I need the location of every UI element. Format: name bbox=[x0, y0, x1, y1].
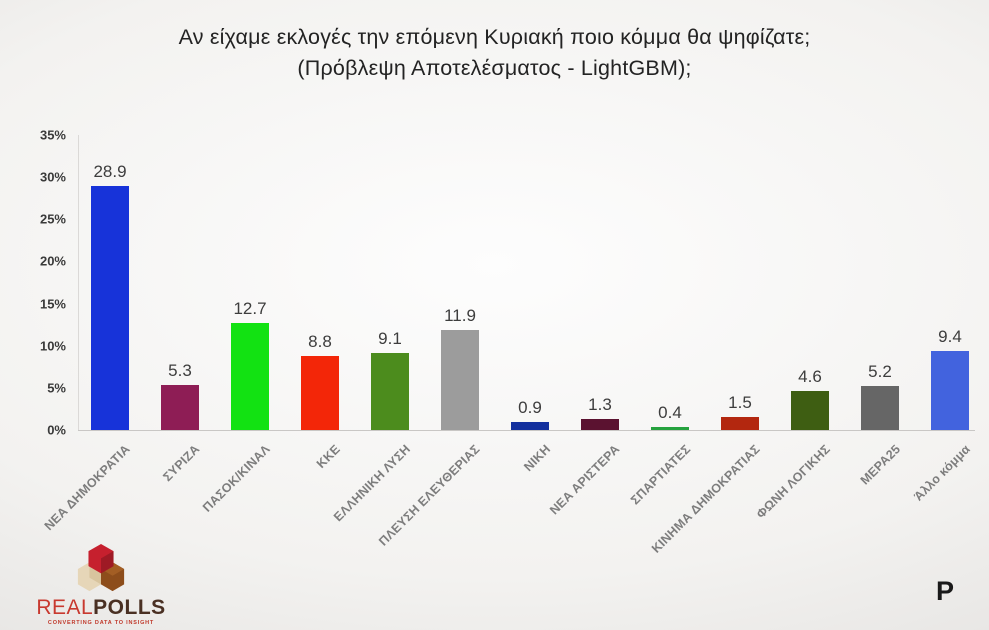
bar-value-label: 9.4 bbox=[938, 326, 962, 346]
bar bbox=[931, 350, 969, 430]
realpolls-wordmark: REALPOLLS bbox=[36, 597, 166, 618]
x-axis-category-label: ΠΑΣΟΚ/ΚΙΝΑΛ bbox=[200, 442, 273, 515]
bar bbox=[721, 417, 759, 430]
y-axis-tick-label: 15% bbox=[39, 296, 66, 312]
bar bbox=[231, 322, 269, 430]
x-axis-category-label: ΝΕΑ ΑΡΙΣΤΕΡΑ bbox=[547, 442, 623, 518]
bar bbox=[371, 353, 409, 430]
realpolls-word-polls: POLLS bbox=[93, 596, 166, 619]
x-axis-category-label: ΕΛΛΗΝΙΚΗ ΛΥΣΗ bbox=[330, 442, 413, 525]
chart-title: Αν είχαμε εκλογές την επόμενη Κυριακή πο… bbox=[0, 22, 989, 83]
bar-value-label: 0.9 bbox=[518, 398, 542, 418]
bar bbox=[91, 186, 129, 430]
realpolls-cubes-icon bbox=[77, 543, 125, 592]
y-axis-tick-label: 10% bbox=[39, 338, 66, 354]
bar-value-label: 5.2 bbox=[868, 362, 892, 382]
bar-value-label: 28.9 bbox=[93, 162, 127, 182]
bar bbox=[301, 355, 339, 430]
chart-title-line1: Αν είχαμε εκλογές την επόμενη Κυριακή πο… bbox=[178, 25, 811, 49]
x-axis-baseline bbox=[78, 430, 975, 431]
bar bbox=[161, 385, 199, 430]
bar bbox=[441, 329, 479, 430]
x-axis-category-label: Άλλο κόμμα bbox=[911, 442, 973, 504]
bar-value-label: 12.7 bbox=[233, 298, 267, 318]
x-axis-category-label: ΜΕΡΑ25 bbox=[857, 442, 903, 488]
protagon-letter: P bbox=[935, 576, 954, 606]
x-axis-category-label: ΣΠΑΡΤΙΑΤΕΣ bbox=[627, 442, 693, 508]
bar bbox=[791, 391, 829, 430]
bar-value-label: 8.8 bbox=[308, 331, 332, 351]
x-axis-category-label: ΝΕΑ ΔΗΜΟΚΡΑΤΙΑ bbox=[41, 442, 133, 534]
realpolls-word-real: REAL bbox=[36, 596, 94, 619]
y-axis-tick-label: 30% bbox=[39, 169, 66, 185]
y-axis-tick-label: 25% bbox=[39, 211, 66, 227]
realpolls-tagline: CONVERTING DATA TO INSIGHT bbox=[47, 620, 155, 626]
bar-value-label: 5.3 bbox=[168, 361, 192, 381]
y-axis-tick-label: 5% bbox=[47, 380, 66, 396]
protagon-red-dot-icon bbox=[955, 591, 964, 600]
realpolls-logo: REALPOLLS CONVERTING DATA TO INSIGHT bbox=[36, 543, 166, 626]
bar-value-label: 9.1 bbox=[378, 329, 402, 349]
bar-value-label: 4.6 bbox=[798, 367, 822, 387]
bar bbox=[581, 419, 619, 430]
bar bbox=[511, 422, 549, 430]
x-axis-category-label: ΚΚΕ bbox=[313, 442, 343, 471]
x-axis-category-label: ΝΙΚΗ bbox=[520, 442, 553, 475]
y-axis-tick-label: 20% bbox=[39, 253, 66, 269]
y-axis-tick-label: 0% bbox=[47, 422, 66, 438]
bar-value-label: 1.5 bbox=[728, 393, 752, 413]
bar bbox=[651, 426, 689, 430]
chart-title-line2: (Πρόβλεψη Αποτελέσματος - LightGBM); bbox=[297, 55, 692, 80]
y-axis-tick-label: 35% bbox=[39, 127, 66, 143]
bar-value-label: 11.9 bbox=[444, 305, 476, 325]
y-axis-line bbox=[78, 135, 79, 430]
x-axis-category-label: ΦΩΝΗ ΛΟΓΙΚΗΣ bbox=[753, 442, 833, 522]
x-axis-category-label: ΣΥΡΙΖΑ bbox=[160, 442, 203, 485]
protagon-logo: P bbox=[936, 578, 964, 605]
bar-value-label: 1.3 bbox=[588, 395, 612, 415]
bar-value-label: 0.4 bbox=[658, 402, 682, 422]
bar bbox=[861, 386, 899, 430]
